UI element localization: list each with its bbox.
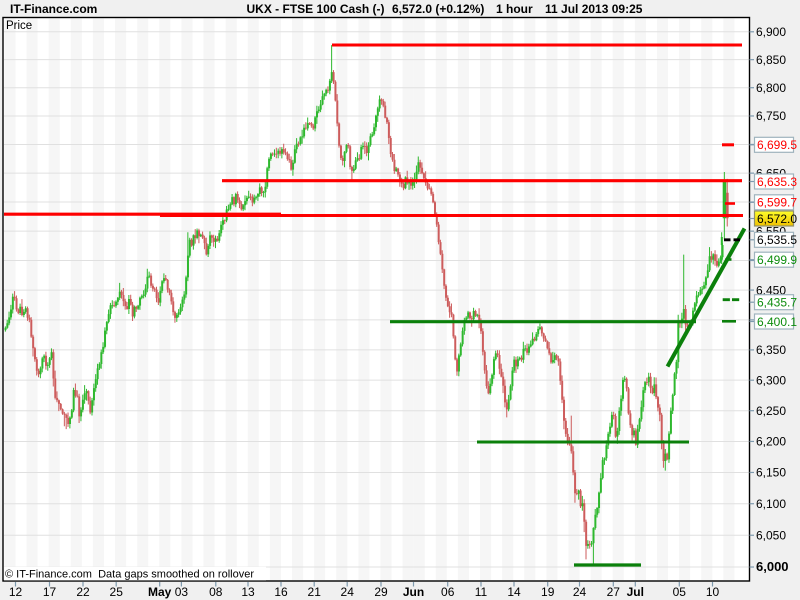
svg-text:6,572.0 (+0.12%): 6,572.0 (+0.12%) [392, 2, 484, 16]
svg-text:6,572.0: 6,572.0 [757, 212, 797, 226]
svg-text:21: 21 [308, 585, 322, 599]
svg-text:27: 27 [607, 585, 621, 599]
svg-text:6,850: 6,850 [756, 53, 786, 67]
svg-text:1 hour: 1 hour [496, 2, 533, 16]
svg-text:6,150: 6,150 [756, 466, 786, 480]
svg-text:6,250: 6,250 [756, 404, 786, 418]
svg-text:08: 08 [209, 585, 223, 599]
svg-text:6,300: 6,300 [756, 373, 786, 387]
svg-text:6,450: 6,450 [756, 283, 786, 297]
svg-text:Price: Price [6, 20, 32, 32]
svg-text:May: May [148, 585, 172, 599]
svg-text:22: 22 [76, 585, 90, 599]
svg-text:IT-Finance.com: IT-Finance.com [10, 2, 97, 16]
svg-text:03: 03 [175, 585, 189, 599]
svg-text:6,400.1: 6,400.1 [757, 315, 797, 329]
svg-text:14: 14 [507, 585, 521, 599]
svg-text:13: 13 [241, 585, 255, 599]
svg-text:Jul: Jul [627, 585, 644, 599]
svg-text:6,435.7: 6,435.7 [757, 296, 797, 310]
svg-text:24: 24 [341, 585, 355, 599]
svg-text:11: 11 [475, 585, 488, 599]
svg-text:06: 06 [441, 585, 455, 599]
svg-text:29: 29 [374, 585, 388, 599]
svg-text:UKX - FTSE 100 Cash (-): UKX - FTSE 100 Cash (-) [247, 2, 385, 16]
svg-text:12: 12 [9, 585, 23, 599]
svg-text:6,800: 6,800 [756, 81, 786, 95]
svg-text:6,100: 6,100 [756, 497, 786, 511]
svg-text:© IT-Finance.com Data gaps sm: © IT-Finance.com Data gaps smoothed on r… [5, 569, 254, 581]
svg-text:6,000: 6,000 [756, 559, 789, 574]
svg-text:6,499.9: 6,499.9 [757, 253, 797, 267]
svg-text:6,635.3: 6,635.3 [757, 175, 797, 189]
svg-text:19: 19 [541, 585, 555, 599]
svg-text:05: 05 [673, 585, 687, 599]
svg-text:6,535.5: 6,535.5 [757, 233, 797, 247]
svg-text:17: 17 [43, 585, 57, 599]
svg-text:10: 10 [706, 585, 720, 599]
svg-text:6,200: 6,200 [756, 435, 786, 449]
svg-text:6,699.5: 6,699.5 [757, 138, 797, 152]
svg-text:16: 16 [274, 585, 288, 599]
svg-text:24: 24 [573, 585, 587, 599]
svg-text:6,599.7: 6,599.7 [757, 196, 797, 210]
svg-text:Jun: Jun [403, 585, 424, 599]
svg-text:6,900: 6,900 [756, 25, 786, 39]
svg-text:6,750: 6,750 [756, 109, 786, 123]
svg-text:6,050: 6,050 [756, 528, 786, 542]
svg-text:25: 25 [110, 585, 124, 599]
svg-text:11 Jul 2013 09:25: 11 Jul 2013 09:25 [545, 2, 643, 16]
svg-text:6,350: 6,350 [756, 343, 786, 357]
